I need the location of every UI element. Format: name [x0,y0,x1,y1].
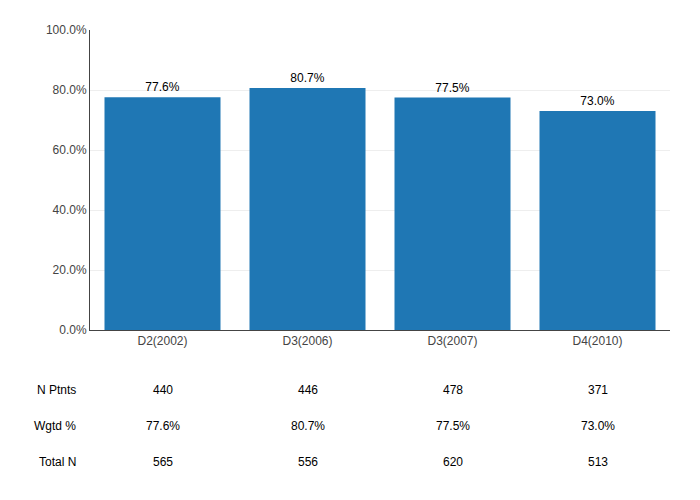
svg-text:556: 556 [298,455,318,469]
svg-text:N Ptnts: N Ptnts [37,383,76,397]
svg-text:D2(2002): D2(2002) [137,334,187,348]
svg-text:40.0%: 40.0% [53,203,87,217]
svg-text:620: 620 [443,455,463,469]
svg-text:100.0%: 100.0% [46,23,87,37]
svg-text:D4(2010): D4(2010) [572,334,622,348]
svg-text:80.7%: 80.7% [290,71,324,85]
svg-text:73.0%: 73.0% [580,94,614,108]
svg-text:440: 440 [153,383,173,397]
svg-text:80.0%: 80.0% [53,83,87,97]
svg-text:77.5%: 77.5% [436,419,470,433]
svg-text:77.6%: 77.6% [146,419,180,433]
svg-text:513: 513 [588,455,608,469]
svg-text:0.0%: 0.0% [59,323,87,337]
svg-text:Wgtd %: Wgtd % [34,419,76,433]
svg-text:565: 565 [153,455,173,469]
svg-text:Total N: Total N [39,455,76,469]
svg-text:73.0%: 73.0% [581,419,615,433]
svg-text:77.5%: 77.5% [435,81,469,95]
svg-text:478: 478 [443,383,463,397]
svg-text:446: 446 [298,383,318,397]
svg-text:371: 371 [588,383,608,397]
svg-text:D3(2007): D3(2007) [427,334,477,348]
svg-text:20.0%: 20.0% [53,263,87,277]
svg-text:D3(2006): D3(2006) [282,334,332,348]
svg-text:60.0%: 60.0% [53,143,87,157]
svg-text:80.7%: 80.7% [291,419,325,433]
svg-text:77.6%: 77.6% [145,80,179,94]
